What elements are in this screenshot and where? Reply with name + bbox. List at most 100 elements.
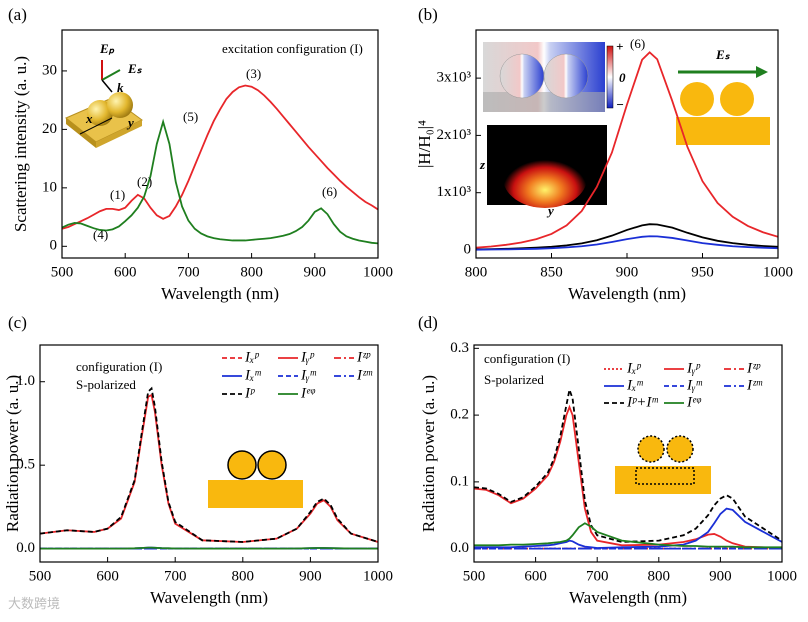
legend-label: Iᶻᵐ xyxy=(746,377,763,393)
watermark: 大数跨境 xyxy=(8,596,60,611)
series-line xyxy=(40,393,378,543)
inset-label: 0 xyxy=(619,70,626,85)
inset-label: Eₚ xyxy=(99,41,115,56)
x-axis-label: Wavelength (nm) xyxy=(569,588,687,607)
panel-label: (a) xyxy=(8,5,27,24)
annotation: excitation configuration (I) xyxy=(222,41,363,56)
legend-label: Iᵖ xyxy=(244,385,255,401)
inset-label: − xyxy=(616,97,624,112)
annotation: (1) xyxy=(110,187,125,202)
plot-frame xyxy=(39,344,379,563)
x-tick-label: 800 xyxy=(648,568,671,584)
annotation: configuration (I) xyxy=(76,359,162,374)
y-tick-label: 0.0 xyxy=(16,540,35,556)
x-tick-label: 1000 xyxy=(763,264,793,280)
legend-label: Iᵖ+Iᵐ xyxy=(626,394,658,410)
x-tick-label: 800 xyxy=(465,264,488,280)
legend-label: Iᶻᵖ xyxy=(356,349,371,365)
x-tick-label: 850 xyxy=(540,264,563,280)
y-tick-label: 30 xyxy=(42,62,57,78)
series-line xyxy=(40,386,378,543)
series-line xyxy=(476,235,778,251)
legend-label: Iᶻᵖ xyxy=(746,360,761,376)
series-line xyxy=(62,84,378,230)
y-tick-label: 3x10³ xyxy=(437,70,472,86)
annotation: (4) xyxy=(93,227,108,242)
series-line xyxy=(40,546,378,550)
y-axis-label: Radiation power (a. u.) xyxy=(3,375,22,532)
inset-label: Eₛ xyxy=(715,47,731,62)
legend-label: Iₓᵖ xyxy=(626,360,641,376)
plot-frame xyxy=(61,29,379,259)
y-tick-label: 0.0 xyxy=(450,540,469,556)
x-tick-label: 500 xyxy=(29,568,52,584)
y-tick-label: 0 xyxy=(464,241,472,257)
plot-frame xyxy=(475,29,779,259)
x-tick-label: 1000 xyxy=(363,264,393,280)
inset-a xyxy=(65,60,143,148)
legend-label: Iᵧᵐ xyxy=(300,367,316,383)
inset-c xyxy=(208,450,303,508)
x-tick-label: 600 xyxy=(96,568,119,584)
series-line xyxy=(62,118,378,245)
legend-label: Iᶻᵐ xyxy=(356,367,373,383)
annotation: (3) xyxy=(246,66,261,81)
legend-label: Iₓᵐ xyxy=(244,367,261,383)
series-line xyxy=(474,386,782,543)
x-tick-label: 600 xyxy=(114,264,137,280)
y-tick-label: 0.2 xyxy=(450,407,469,423)
x-tick-label: 1000 xyxy=(363,568,393,584)
legend-label: Iᵉᵠ xyxy=(686,394,702,410)
series-line xyxy=(474,404,782,549)
x-tick-label: 950 xyxy=(691,264,714,280)
x-tick-label: 700 xyxy=(164,568,187,584)
panel-label: (d) xyxy=(418,313,438,332)
legend-label: Iᵧᵖ xyxy=(686,360,700,376)
annotation: (6) xyxy=(322,184,337,199)
panel-label: (c) xyxy=(8,313,27,332)
annotation: (2) xyxy=(137,174,152,189)
y-tick-label: 2x10³ xyxy=(437,127,472,143)
inset-label: Eₛ xyxy=(127,61,143,76)
x-tick-label: 500 xyxy=(463,568,486,584)
annotation: S-polarized xyxy=(484,372,544,387)
inset-d xyxy=(615,435,711,494)
annotation: S-polarized xyxy=(76,377,136,392)
plot-frame xyxy=(473,344,783,563)
inset-b xyxy=(483,42,770,208)
inset-label: y xyxy=(546,203,554,218)
y-tick-label: 0 xyxy=(50,238,58,254)
y-tick-label: 1x10³ xyxy=(437,184,472,200)
legend-label: Iᵧᵖ xyxy=(300,349,314,365)
x-axis-label: Wavelength (nm) xyxy=(150,588,268,607)
series-line xyxy=(474,522,782,549)
x-tick-label: 900 xyxy=(616,264,639,280)
x-axis-label: Wavelength (nm) xyxy=(568,284,686,303)
x-tick-label: 900 xyxy=(709,568,732,584)
series-line xyxy=(476,223,778,251)
legend-label: Iᵉᵠ xyxy=(300,385,316,401)
x-axis-label: Wavelength (nm) xyxy=(161,284,279,303)
series-line xyxy=(474,507,782,549)
x-tick-label: 1000 xyxy=(767,568,797,584)
x-tick-label: 800 xyxy=(232,568,255,584)
x-tick-label: 500 xyxy=(51,264,74,280)
inset-label: y xyxy=(126,115,134,130)
inset-label: + xyxy=(616,39,623,54)
legend-label: Iₓᵖ xyxy=(244,349,259,365)
y-axis-label: Radiation power (a. u.) xyxy=(419,375,438,532)
legend-label: Iₓᵐ xyxy=(626,377,643,393)
legend-label: Iᵧᵐ xyxy=(686,377,702,393)
y-tick-label: 0.3 xyxy=(450,340,469,356)
x-tick-label: 600 xyxy=(524,568,547,584)
annotation: (5) xyxy=(183,109,198,124)
annotation: (6) xyxy=(630,36,645,51)
y-tick-label: 20 xyxy=(42,121,57,137)
x-tick-label: 900 xyxy=(304,264,327,280)
inset-label: x xyxy=(85,111,93,126)
annotation: configuration (I) xyxy=(484,351,570,366)
inset-label: k xyxy=(117,80,124,95)
series-line xyxy=(476,51,778,249)
y-tick-label: 0.1 xyxy=(450,473,469,489)
